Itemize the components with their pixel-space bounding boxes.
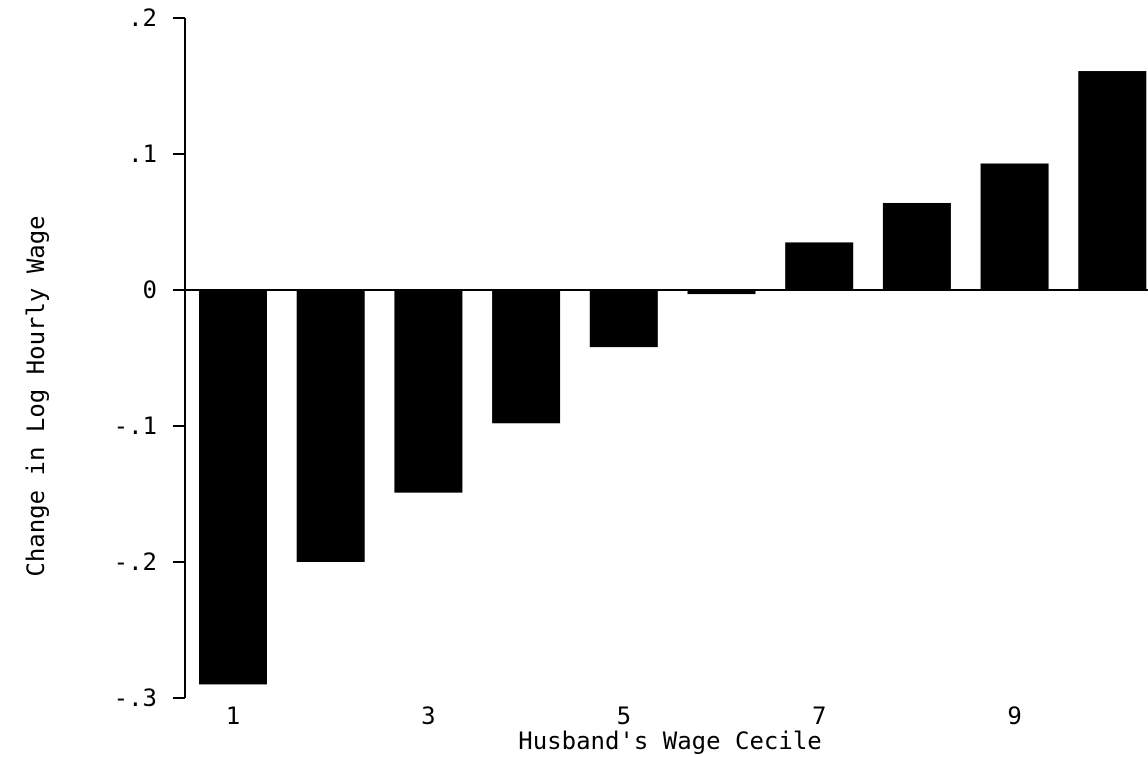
bar-decile-9	[980, 163, 1049, 290]
y-axis: .2 .1 0 -.1 -.2 -.3	[114, 4, 186, 712]
y-tick-label: -.1	[114, 412, 157, 440]
bar-decile-4	[492, 290, 561, 424]
x-tick-labels: 1 3 5 7 9	[226, 702, 1022, 730]
bar-decile-8	[882, 202, 951, 290]
y-tick-label: -.3	[114, 684, 157, 712]
y-tick-label: .2	[128, 4, 157, 32]
x-axis-title: Husband's Wage Cecile	[518, 727, 821, 755]
bar-decile-5	[589, 290, 658, 348]
x-tick-label: 9	[1007, 702, 1021, 730]
bar-decile-7	[785, 242, 854, 290]
bar-decile-3	[394, 290, 463, 493]
bar-decile-6	[687, 290, 756, 295]
bars	[199, 71, 1147, 685]
x-tick-label: 3	[421, 702, 435, 730]
bar-decile-10	[1078, 71, 1147, 290]
bar-decile-2	[296, 290, 365, 562]
x-tick-label: 5	[617, 702, 631, 730]
y-tick-label: .1	[128, 140, 157, 168]
y-tick-label: -.2	[114, 548, 157, 576]
bar-decile-1	[199, 290, 267, 685]
x-tick-label: 7	[812, 702, 826, 730]
y-tick-label: 0	[143, 276, 157, 304]
y-axis-title: Change in Log Hourly Wage	[22, 215, 50, 576]
x-tick-label: 1	[226, 702, 240, 730]
